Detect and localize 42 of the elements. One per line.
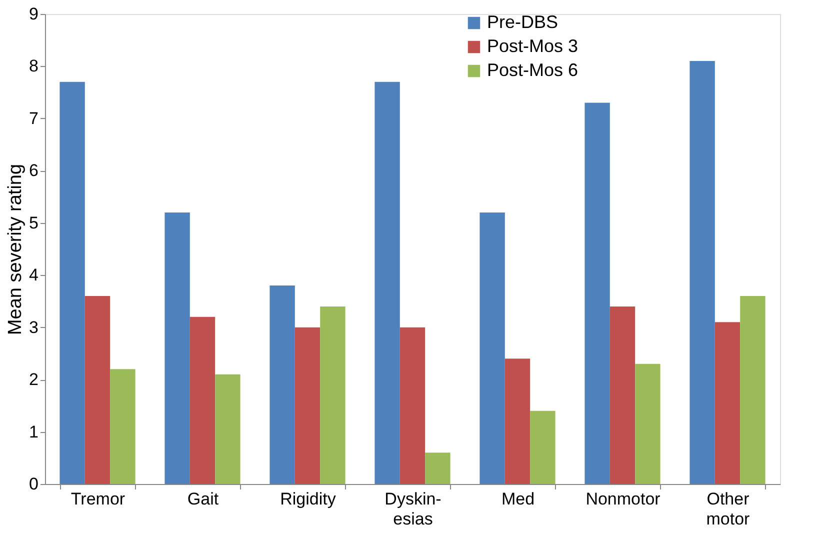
bar: [294, 327, 320, 484]
y-tick-label: 0: [29, 474, 38, 494]
bar: [270, 286, 295, 484]
bar: [215, 374, 240, 484]
bar: [480, 212, 505, 484]
y-tick-label: 6: [29, 161, 38, 180]
bar: [374, 82, 400, 484]
legend-label: Pre-DBS: [487, 12, 558, 32]
x-tick-label: Gait: [187, 490, 219, 508]
x-tick-label: Tremor: [70, 490, 126, 508]
bar: [635, 364, 660, 484]
x-tick-label: Other motor: [706, 490, 750, 528]
bar: [530, 410, 556, 484]
bar: [504, 358, 530, 484]
bar: [320, 306, 346, 484]
bar: [714, 322, 740, 484]
bar: [60, 82, 85, 484]
x-tick-label: Med: [501, 490, 535, 508]
bar: [584, 102, 610, 484]
bar: [425, 452, 450, 484]
bar: [740, 296, 766, 484]
bar: [164, 212, 190, 484]
bar: [84, 296, 110, 484]
y-tick-label: 4: [29, 266, 38, 285]
x-tick-label: Rigidity: [280, 490, 336, 508]
bar: [690, 61, 715, 484]
y-tick-label: 9: [29, 4, 38, 24]
y-tick-label: 5: [29, 213, 38, 232]
legend-label: Post-Mos 6: [487, 60, 578, 80]
legend-label: Post-Mos 3: [487, 36, 578, 56]
bar: [610, 306, 636, 484]
bar: [190, 316, 216, 484]
y-axis-title: Mean severity rating: [5, 164, 26, 336]
x-tick-label: Nonmotor: [586, 490, 661, 508]
y-tick-label: 8: [29, 56, 38, 76]
x-tick-label: Dyskin- esias: [384, 490, 442, 528]
y-tick-label: 1: [29, 422, 38, 442]
bar: [400, 327, 426, 484]
y-tick-label: 7: [29, 108, 38, 128]
y-tick-label: 2: [29, 370, 38, 390]
y-tick-label: 3: [29, 318, 38, 337]
bar: [110, 369, 136, 484]
